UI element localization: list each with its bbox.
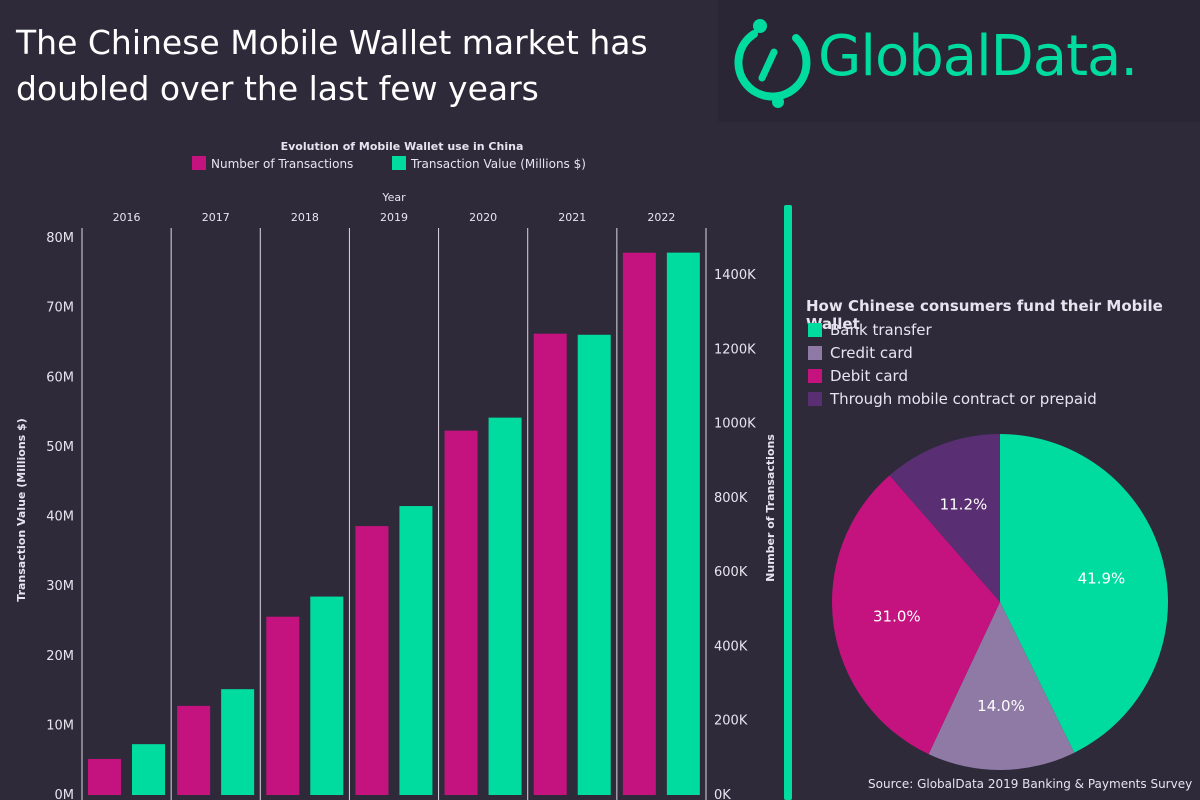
pie-legend-swatch xyxy=(808,391,822,406)
left-tick-label: 10M xyxy=(46,718,74,733)
logo-wordmark: GlobalData. xyxy=(818,24,1138,89)
funding-pie-chart: 41.9% 14.0% 31.0% 11.2% xyxy=(832,434,1168,770)
pie-label-4: 11.2% xyxy=(940,495,988,513)
left-axis-title: Transaction Value (Millions $) xyxy=(15,418,28,601)
left-tick-label: 30M xyxy=(46,579,74,594)
year-label-2017: 2017 xyxy=(202,211,230,224)
pie-legend-swatch xyxy=(808,368,822,383)
bar-transactions-2021 xyxy=(533,333,567,795)
right-tick-label: 1000K xyxy=(714,417,756,432)
bar-value-2022 xyxy=(666,252,700,796)
right-axis-title: Number of Transactions xyxy=(764,434,777,582)
bar-value-2021 xyxy=(577,334,611,795)
legend-label-2: Transaction Value (Millions $) xyxy=(410,157,586,171)
bar-transactions-2016 xyxy=(88,758,121,795)
pie-legend-item: Through mobile contract or prepaid xyxy=(808,387,1097,410)
pie-legend-label: Debit card xyxy=(830,366,908,385)
pie-slice-3 xyxy=(832,475,1000,755)
pie-legend: Bank transfer Credit card Debit card Throug… xyxy=(808,318,1097,410)
pie-slice-2 xyxy=(928,602,1075,770)
bar-transactions-2018 xyxy=(266,616,300,795)
right-tick-label: 200K xyxy=(714,714,748,729)
pie-label-3: 31.0% xyxy=(873,607,921,625)
pie-legend-item: Credit card xyxy=(808,341,1097,364)
x-axis-title: Year xyxy=(381,191,406,204)
bar-value-2016 xyxy=(132,744,165,795)
right-tick-label: 0K xyxy=(714,788,731,800)
pie-label-2: 14.0% xyxy=(977,697,1025,715)
year-label-2021: 2021 xyxy=(558,211,586,224)
bar-transactions-2019 xyxy=(355,526,389,795)
transactions-bar-chart: Evolution of Mobile Wallet use in China N… xyxy=(15,140,777,800)
left-tick-label: 80M xyxy=(46,231,74,246)
pie-legend-swatch xyxy=(808,345,822,360)
legend-swatch-1 xyxy=(192,156,206,170)
pie-legend-label: Through mobile contract or prepaid xyxy=(830,389,1097,408)
left-tick-label: 20M xyxy=(46,649,74,664)
year-label-2016: 2016 xyxy=(113,211,141,224)
left-tick-label: 70M xyxy=(46,301,74,316)
legend-label-1: Number of Transactions xyxy=(211,157,353,171)
bar-transactions-2022 xyxy=(622,252,656,795)
logo-mark-icon xyxy=(734,19,811,108)
legend-swatch-2 xyxy=(392,156,406,170)
left-tick-label: 0M xyxy=(55,788,75,800)
chart-title: Evolution of Mobile Wallet use in China xyxy=(281,140,524,153)
year-label-2019: 2019 xyxy=(380,211,408,224)
bar-value-2019 xyxy=(399,506,433,795)
pie-slice-4 xyxy=(889,434,1000,602)
bar-transactions-2017 xyxy=(177,705,211,795)
page-headline: The Chinese Mobile Wallet market has dou… xyxy=(16,23,648,108)
pie-legend-item: Debit card xyxy=(808,364,1097,387)
pie-legend-swatch xyxy=(808,322,822,337)
bar-transactions-2020 xyxy=(444,430,478,795)
left-tick-label: 40M xyxy=(46,510,74,525)
bar-value-2020 xyxy=(488,417,522,795)
right-tick-label: 1400K xyxy=(714,268,756,283)
pie-legend-item: Bank transfer xyxy=(808,318,1097,341)
right-tick-label: 1200K xyxy=(714,342,756,357)
right-tick-label: 400K xyxy=(714,639,748,654)
pie-slice-1 xyxy=(1000,434,1168,753)
left-tick-label: 60M xyxy=(46,370,74,385)
pie-legend-label: Bank transfer xyxy=(830,320,932,339)
year-label-2018: 2018 xyxy=(291,211,319,224)
year-label-2022: 2022 xyxy=(647,211,675,224)
bar-value-2018 xyxy=(310,596,344,795)
right-tick-label: 600K xyxy=(714,565,748,580)
globaldata-logo: GlobalData. xyxy=(718,0,1200,122)
pie-legend-label: Credit card xyxy=(830,343,913,362)
year-label-2020: 2020 xyxy=(469,211,497,224)
source-note: Source: GlobalData 2019 Banking & Paymen… xyxy=(868,777,1193,791)
panel-divider xyxy=(784,205,792,800)
right-tick-label: 800K xyxy=(714,491,748,506)
left-tick-label: 50M xyxy=(46,440,74,455)
pie-label-1: 41.9% xyxy=(1078,569,1126,587)
bar-value-2017 xyxy=(221,689,255,795)
